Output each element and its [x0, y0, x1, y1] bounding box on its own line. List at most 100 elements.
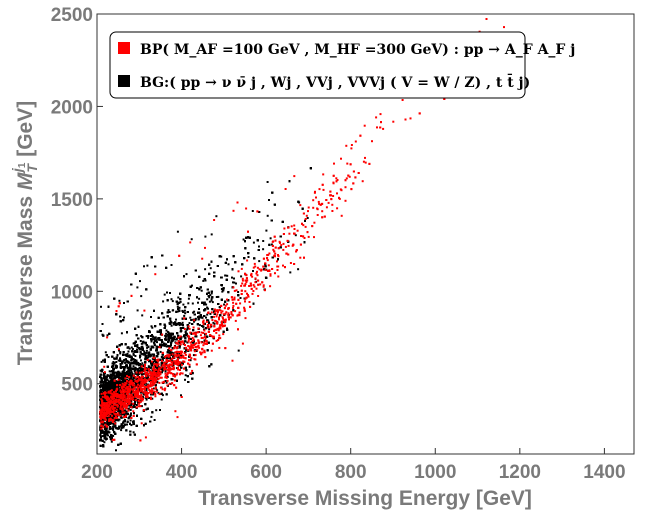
data-point: [115, 361, 118, 363]
data-point: [136, 343, 139, 346]
data-point: [128, 347, 131, 350]
data-point: [125, 359, 128, 362]
data-point: [150, 366, 153, 369]
data-point: [161, 394, 164, 397]
data-point: [115, 357, 118, 360]
data-point: [184, 374, 187, 377]
data-point: [203, 328, 205, 331]
data-point: [112, 361, 115, 363]
data-point: [177, 310, 180, 313]
data-point: [184, 312, 187, 315]
data-point: [109, 370, 112, 373]
data-point: [132, 353, 135, 356]
data-point: [188, 365, 191, 368]
data-point: [183, 314, 186, 317]
data-point: [166, 333, 169, 336]
data-point: [137, 369, 140, 372]
data-point: [168, 311, 171, 313]
data-point: [150, 325, 153, 328]
data-point: [208, 328, 211, 331]
data-point: [198, 324, 201, 327]
data-point: [134, 397, 137, 400]
data-point: [99, 369, 102, 372]
data-point: [165, 381, 168, 384]
data-point: [148, 353, 151, 356]
data-point: [170, 354, 173, 357]
data-point: [100, 377, 103, 380]
data-point: [156, 389, 159, 392]
data-point: [200, 289, 203, 292]
data-point: [192, 311, 195, 314]
data-point: [130, 370, 133, 373]
data-point: [179, 300, 182, 303]
data-point: [170, 324, 173, 327]
data-point: [157, 366, 160, 369]
data-point: [115, 407, 117, 410]
data-point: [211, 301, 214, 304]
data-point: [209, 294, 212, 297]
data-point: [210, 292, 213, 295]
data-point: [197, 301, 199, 304]
data-point: [184, 330, 187, 333]
data-point: [204, 279, 207, 282]
data-point: [237, 291, 240, 293]
data-point: [157, 338, 160, 341]
data-point: [119, 364, 122, 367]
data-point: [187, 302, 190, 305]
data-point: [143, 350, 146, 353]
data-point: [240, 275, 243, 278]
data-point: [132, 342, 135, 345]
data-point: [147, 354, 150, 357]
data-point: [140, 391, 142, 394]
data-point: [176, 305, 179, 308]
data-point: [182, 303, 185, 306]
data-point: [306, 217, 309, 219]
data-point: [122, 420, 125, 423]
data-point: [129, 409, 132, 411]
data-point: [198, 297, 201, 300]
data-point: [208, 296, 211, 299]
data-point: [168, 333, 171, 336]
data-point: [217, 295, 220, 298]
data-point: [127, 350, 130, 353]
data-point: [147, 365, 150, 368]
data-point: [135, 388, 138, 391]
data-point: [159, 350, 162, 353]
data-point: [107, 430, 110, 433]
data-point: [237, 349, 240, 352]
data-point: [157, 391, 160, 394]
data-point: [187, 297, 190, 300]
data-point: [115, 371, 118, 374]
data-point: [138, 388, 141, 391]
data-point: [204, 235, 207, 238]
data-point: [150, 415, 153, 418]
data-point: [139, 340, 142, 342]
data-point: [262, 240, 265, 242]
data-point: [143, 265, 145, 268]
data-point: [210, 299, 213, 302]
data-point: [185, 273, 188, 276]
data-point: [102, 422, 105, 425]
data-point: [258, 260, 261, 263]
data-point: [120, 413, 123, 416]
data-point: [163, 293, 166, 296]
data-point: [262, 248, 265, 251]
data-point: [155, 409, 158, 412]
data-point: [146, 377, 149, 380]
data-point: [120, 429, 123, 432]
data-point: [106, 334, 109, 337]
data-point: [208, 300, 211, 303]
data-point: [180, 394, 182, 397]
data-point: [119, 352, 122, 355]
data-point: [117, 359, 120, 362]
data-point: [151, 397, 154, 400]
data-point: [112, 363, 115, 366]
data-point: [171, 300, 174, 303]
data-point: [104, 351, 107, 354]
data-point: [145, 349, 148, 352]
data-point: [139, 280, 141, 283]
data-point: [105, 427, 108, 430]
data-point: [120, 424, 123, 427]
data-point: [113, 361, 116, 364]
data-point: [112, 434, 115, 437]
